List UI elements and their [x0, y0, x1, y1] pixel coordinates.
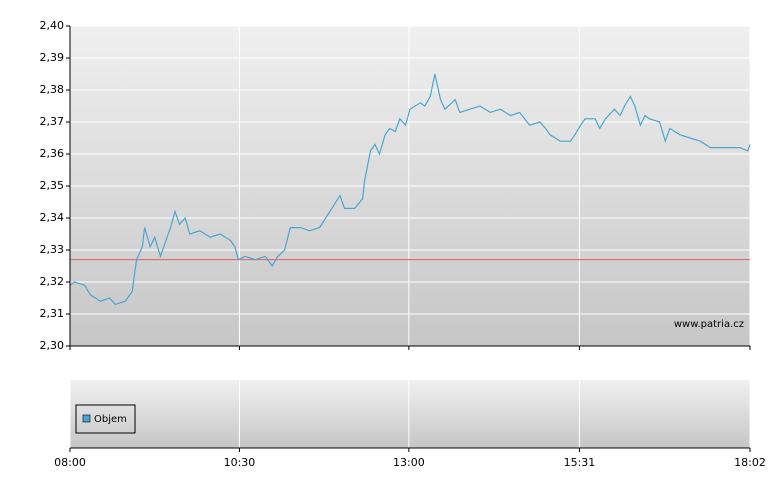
x-tick-label: 15:31 — [564, 456, 596, 469]
y-tick-label: 2,31 — [40, 307, 65, 320]
y-tick-label: 2,33 — [40, 243, 65, 256]
y-tick-label: 2,39 — [40, 51, 65, 64]
y-tick-label: 2,32 — [40, 275, 65, 288]
y-tick-label: 2,36 — [40, 147, 65, 160]
grid — [66, 25, 751, 452]
legend-label: Objem — [94, 414, 127, 425]
marks — [69, 73, 751, 306]
x-tick-label: 10:30 — [224, 456, 256, 469]
x-tick-label: 13:00 — [393, 456, 425, 469]
watermark: www.patria.cz — [674, 319, 744, 330]
price-line — [69, 73, 751, 306]
volume-area — [70, 380, 750, 448]
y-tick-label: 2,40 — [40, 19, 65, 32]
x-tick-label: 18:02 — [734, 456, 766, 469]
legend-box — [75, 404, 136, 434]
y-tick-label: 2,38 — [40, 83, 65, 96]
y-tick-label: 2,35 — [40, 179, 65, 192]
x-tick-label: 08:00 — [54, 456, 86, 469]
y-tick-label: 2,34 — [40, 211, 65, 224]
y-tick-label: 2,37 — [40, 115, 65, 128]
legend-swatch — [82, 414, 91, 423]
y-tick-label: 2,30 — [40, 339, 65, 352]
